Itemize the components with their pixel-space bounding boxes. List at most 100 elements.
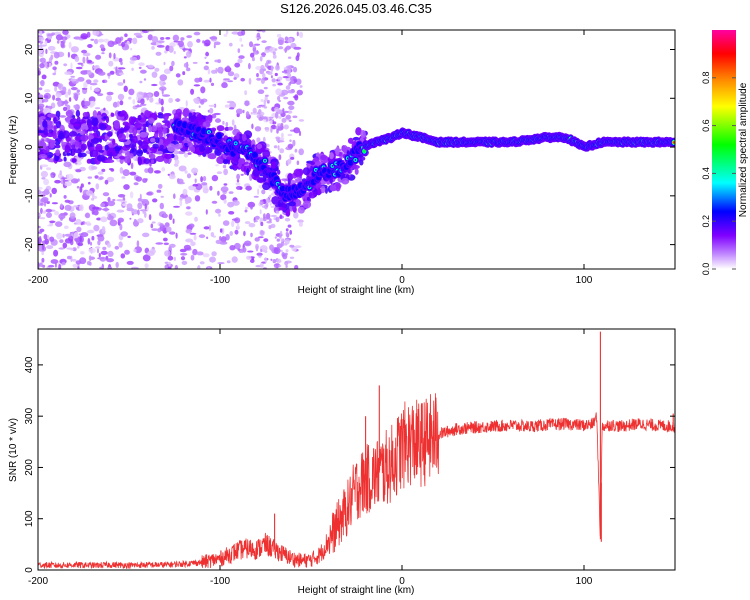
heatmap-cell [205, 209, 208, 215]
heatmap-cell [302, 167, 310, 176]
heatmap-cell [174, 159, 180, 165]
heatmap-cell [150, 223, 154, 229]
heatmap-cell [215, 164, 219, 167]
heatmap-cell [298, 119, 305, 122]
heatmap-cell [256, 73, 259, 78]
heatmap-cell [90, 137, 100, 144]
heatmap-cell [38, 103, 45, 109]
heatmap-cell [183, 152, 189, 158]
heatmap-cell [55, 149, 61, 157]
heatmap-cell [61, 261, 66, 266]
heatmap-cell [175, 98, 181, 102]
heatmap-cell [285, 249, 289, 253]
heatmap-cell [185, 228, 192, 234]
heatmap-cell [200, 176, 204, 183]
heatmap-cell [38, 189, 41, 195]
heatmap-cell [55, 110, 61, 119]
heatmap-cell [38, 69, 41, 76]
heatmap-cell [94, 107, 101, 110]
heatmap-cell [241, 30, 246, 36]
heatmap-cell [182, 71, 186, 76]
heatmap-cell [78, 38, 84, 41]
heatmap-cell [119, 100, 124, 106]
heatmap-cell [39, 63, 45, 69]
heatmap-cell [102, 246, 107, 251]
heatmap-cell [67, 88, 71, 96]
heatmap-cell [210, 232, 215, 237]
heatmap-cell [274, 107, 280, 112]
heatmap-cell [284, 261, 289, 266]
heatmap-cell [70, 75, 75, 78]
heatmap-cell [244, 206, 249, 210]
heatmap-cell [39, 57, 46, 63]
heatmap-cell [198, 234, 206, 239]
heatmap-cell [250, 232, 253, 238]
heatmap-cell [100, 216, 108, 223]
heatmap-cell [294, 264, 299, 269]
heatmap-cell [144, 168, 149, 174]
snr-y-tick-label: 200 [24, 459, 35, 476]
heatmap-cell [49, 220, 56, 224]
heatmap-cell [290, 80, 295, 84]
heatmap-cell [79, 257, 87, 265]
heatmap-cell [43, 210, 46, 214]
heatmap-cell [259, 148, 264, 153]
heatmap-cell [150, 159, 155, 164]
heatmap-cell [78, 152, 87, 158]
heatmap-cell [117, 82, 124, 86]
heatmap-cell [118, 57, 123, 63]
heatmap-cell [278, 154, 282, 161]
heatmap-cell [74, 135, 82, 142]
heatmap-cell [285, 45, 292, 50]
heatmap-cell [127, 37, 133, 42]
snr-x-axis-label: Height of straight line (km) [298, 585, 415, 596]
heatmap-cell [90, 38, 95, 41]
spectrogram-y-tick-label: 0 [24, 144, 35, 150]
heatmap-cell [209, 185, 213, 191]
heatmap-cell [144, 211, 147, 218]
heatmap-cell [252, 151, 258, 159]
heatmap-cell [222, 120, 225, 125]
heatmap-cell [269, 202, 272, 206]
heatmap-cell [188, 185, 196, 191]
heatmap-cell [243, 230, 246, 237]
heatmap-cell [184, 142, 188, 146]
heatmap-cell [277, 140, 285, 143]
heatmap-cell [57, 100, 62, 108]
heatmap-cell [215, 239, 222, 244]
heatmap-cell [223, 199, 227, 204]
heatmap-cell [155, 51, 162, 56]
heatmap-cell [284, 47, 288, 53]
heatmap-cell [274, 48, 278, 51]
heatmap-cell [293, 46, 302, 50]
heatmap-cell [264, 49, 270, 53]
heatmap-cell [108, 52, 112, 59]
heatmap-cell [285, 231, 289, 237]
heatmap-cell [215, 67, 218, 74]
heatmap-cell [62, 130, 70, 139]
heatmap-cell [244, 221, 251, 225]
heatmap-cell [287, 73, 292, 78]
heatmap-cell [132, 135, 138, 144]
heatmap-cell [40, 207, 43, 214]
heatmap-cell [263, 106, 268, 109]
heatmap-cell [117, 209, 122, 213]
heatmap-cell [49, 236, 55, 242]
heatmap-cell [256, 105, 262, 109]
heatmap-cell [263, 86, 268, 90]
heatmap-cell [155, 242, 164, 245]
heatmap-cell [85, 221, 91, 225]
heatmap-cell [58, 247, 65, 250]
heatmap-cell [308, 191, 317, 199]
heatmap-cell [151, 221, 156, 224]
heatmap-cell [83, 100, 91, 107]
heatmap-cell [228, 191, 234, 194]
heatmap-cell [275, 216, 280, 223]
heatmap-cell [129, 60, 135, 65]
heatmap-cell [267, 71, 273, 75]
heatmap-cell [124, 249, 130, 255]
heatmap-cell [271, 196, 280, 205]
heatmap-cell [223, 78, 230, 81]
heatmap-cell [280, 249, 283, 253]
heatmap-cell [137, 218, 144, 224]
